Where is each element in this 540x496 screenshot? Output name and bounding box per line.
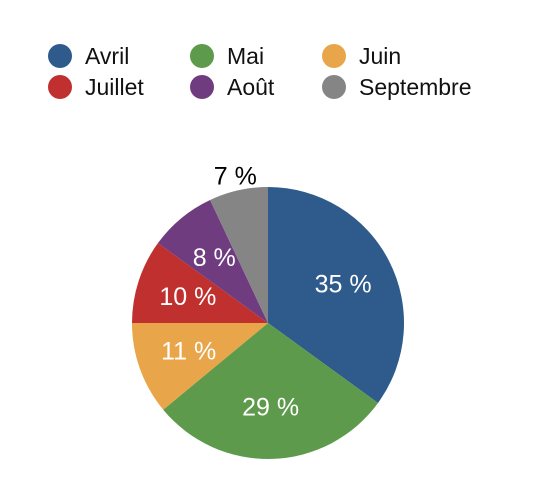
slice-label-juin: 11 % xyxy=(161,338,216,366)
legend-label-mai: Mai xyxy=(227,42,265,69)
legend-item-aout: Août xyxy=(190,73,322,101)
pie-slice-septembre xyxy=(210,187,268,323)
pie-slice-aout xyxy=(157,199,268,323)
legend-swatch-avril xyxy=(48,44,72,68)
slice-label-septembre: 7 % xyxy=(214,163,257,191)
slice-label-juillet: 10 % xyxy=(159,283,216,311)
legend-item-septembre: Septembre xyxy=(322,73,492,101)
legend-item-avril: Avril xyxy=(48,42,190,70)
legend-item-juillet: Juillet xyxy=(48,73,190,101)
legend-label-juin: Juin xyxy=(359,42,402,69)
pie-slice-juillet xyxy=(132,243,268,323)
legend-label-aout: Août xyxy=(227,73,275,100)
legend-label-septembre: Septembre xyxy=(359,73,472,100)
slice-label-mai: 29 % xyxy=(242,393,299,421)
legend-item-juin: Juin xyxy=(322,42,492,70)
pie-slice-mai xyxy=(163,323,379,460)
slice-label-avril: 35 % xyxy=(315,271,372,299)
legend-swatch-aout xyxy=(190,75,214,99)
pie-slice-juin xyxy=(132,323,268,410)
legend-swatch-septembre xyxy=(322,75,346,99)
legend-swatch-juillet xyxy=(48,75,72,99)
legend-swatch-mai xyxy=(190,44,214,68)
legend-label-avril: Avril xyxy=(85,42,130,69)
chart-legend: Avril Mai Juin Juillet Août Septembre xyxy=(48,42,492,101)
pie-slice-avril xyxy=(268,187,405,403)
legend-swatch-juin xyxy=(322,44,346,68)
legend-label-juillet: Juillet xyxy=(85,73,144,100)
slice-label-aout: 8 % xyxy=(193,244,236,272)
legend-item-mai: Mai xyxy=(190,42,322,70)
